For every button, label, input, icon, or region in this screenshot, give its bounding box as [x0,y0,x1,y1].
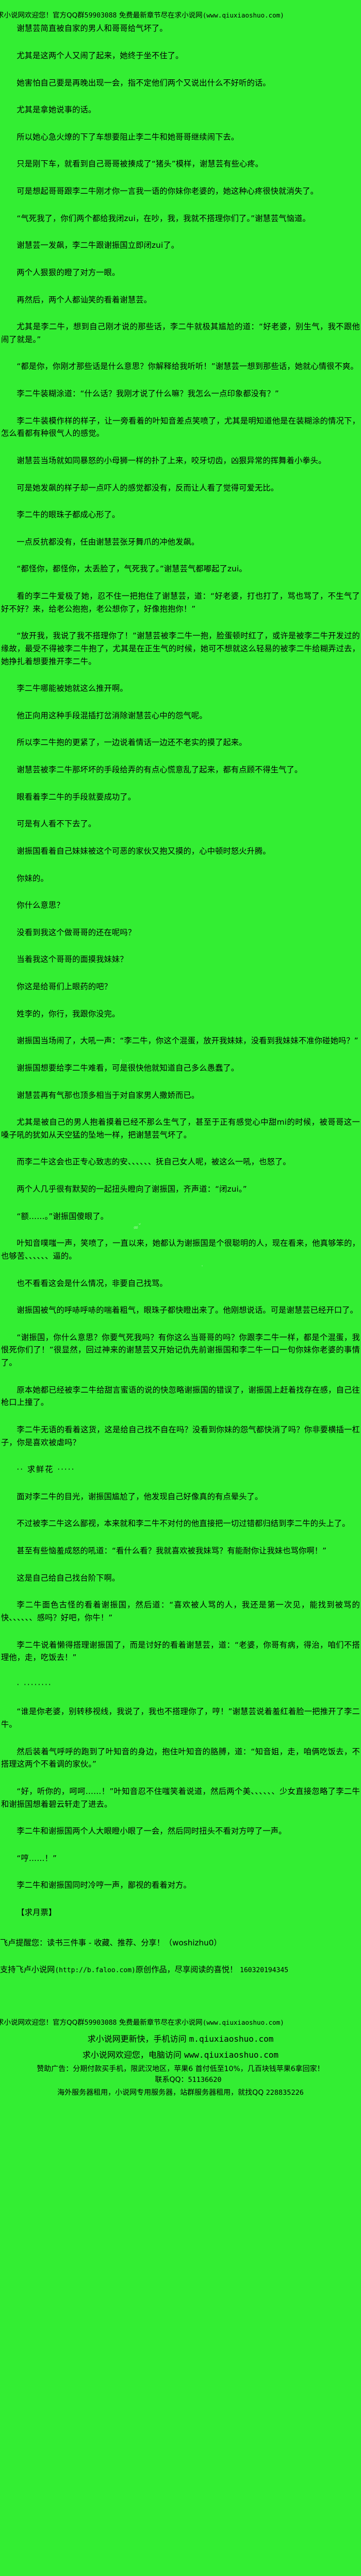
chapter-paragraph: 再然后，两个人都讪笑的看着谢慧芸。 [17,295,152,304]
chapter-paragraph: “放开我，我说了我不搭理你了！”谢慧芸被李二牛一抱，脸蛋顿时红了，或许是被李二牛… [1,631,360,666]
chapter-paragraph: 可是有人看不下去了。 [17,819,96,829]
faloo-support-prefix: 支持飞卢小说网 [0,1965,55,1975]
chapter-paragraph: 一点反抗都没有，任由谢慧芸张牙舞爪的冲他发飙。 [17,537,200,547]
sponsor-contact-qq: 51136620 [188,2076,222,2084]
chapter-paragraph: “哼……！” [17,1853,57,1863]
chapter-paragraph-monthly-ticket-request: 【求月票】 [17,1908,57,1917]
chapter-paragraph: “都怪你，都怪你，太丢脸了，气死我了。”谢慧芸气都嘟起了zui。 [17,564,247,574]
bottom-banner-welcome: 求小说网欢迎您！ [0,2018,53,2027]
chapter-paragraph: 谢慧芸被李二牛那坏坏的手段给弄的有点心慌意乱了起来，都有点顾不得生气了。 [17,765,303,774]
chapter-paragraph: 你这是给哥们上眼药的吧？ [17,982,112,991]
chapter-paragraph: 谢慧芸当场就如同暴怒的小母狮一样的扑了上来，咬牙切齿，凶狠异常的挥舞着小拳头。 [17,455,326,465]
chapter-paragraph: 李二牛和谢振国同时冷哼一声，鄙视的看着对方。 [17,1880,191,1890]
server-ad-line[interactable]: 海外服务器租用，小说网专用服务器，站群服务器租用，就找QQ 228835226 [0,2086,361,2098]
novel-chapter-page: 求小说网欢迎您！官方QQ群59903088 免费最新章节尽在求小说网(www.q… [0,0,361,2098]
chapter-paragraph: 甚至有些恼羞成怒的吼道：“看什么看？我就喜欢被我妹骂？有能耐你让我妹也骂你啊！” [17,1546,327,1555]
chapter-paragraph: 尤其是被自己的男人抱着摸着已经不那么生气了，甚至于正有感觉心中甜mi的时候，被哥… [1,1117,360,1140]
faloo-support-line: 支持飞卢小说网(http://b.faloo.com)原创作品，尽享阅读的喜悦！… [0,1963,361,1976]
chapter-paragraph: 尤其是李二牛，想到自己刚才说的那些话，李二牛就极其尴尬的道：“好老婆，别生气，我… [1,322,360,344]
top-banner-qq-number: 59903088 [84,12,117,20]
chapter-paragraph: 两个人几乎很有默契的一起扭头瞪向了谢振国，齐声道：“闭zui。” [17,1184,247,1194]
bottom-site-banner: 求小说网欢迎您！官方QQ群59903088 免费最新章节尽在求小说网(www.q… [0,2019,361,2030]
faloo-support-url[interactable]: (http://b.faloo.com) [55,1967,136,1975]
chapter-paragraph: 你妹的。 [17,873,48,883]
chapter-paragraph: 你什么意思？ [17,901,64,910]
chapter-paragraph: 李二牛无语的看着这货，这是给自己找不自在吗？没看到你妹的怨气都快消了吗？你非要横… [1,1425,360,1447]
chapter-text-container: 谢慧芸简直被自家的男人和哥哥给气坏了。 尤其是这两个人又闹了起来，她终于坐不住了… [0,22,361,1919]
footer-notes: 飞卢提醒您：读书三件事 - 收藏、推荐、分享！（woshizhu0） 支持飞卢小… [0,1934,361,1976]
chapter-paragraph: “好，听你的，呵呵……！”叶知音忍不住嗤笑着说道，然后两个美、、、、、、少女直接… [1,1786,360,1809]
chapter-paragraph: “都是你，你刚才那些话是什么意思？你解释给我听听！”谢慧芸一想到那些话，她就心情… [17,362,358,371]
server-ad-qq: 228835226 [266,2089,304,2097]
chapter-paragraph: 李二牛的眼珠子都成心形了。 [17,510,120,520]
footer-spacer [0,1991,361,2019]
chapter-paragraph: 然后装着气呼呼的跑到了叶知音的身边，抱住叶知音的胳膊，道：“知音姐，走，咱俩吃饭… [1,1747,360,1769]
faloo-support-suffix: 原创作品，尽享阅读的喜悦！ [135,1965,238,1975]
chapter-paragraph-dots: · ········ [17,1680,52,1689]
bottom-banner-promo: 免费最新章节尽在求小说网 [119,2018,203,2027]
bottom-banner-qq-label: 官方QQ群 [53,2018,85,2027]
chapter-paragraph: 谢振国想要给李二牛难看，可是很快他就知道自己多么愚蠢了。 [17,1063,239,1073]
chapter-paragraph-flower-request: ·· 求鲜花 ····· [17,1465,75,1475]
sponsor-contact-label: 联系QQ： [155,2076,188,2084]
chapter-paragraph: 谢振国当场闹了，大吼一声：“李二牛，你这个混蛋，放开我妹妹，没看到我妹妹不准你碰… [17,1036,358,1046]
chapter-paragraph: “气死我了，你们两个都给我闭zui，在吵，我，我就不搭理你们了。”谢慧芸气恼道。 [17,213,310,223]
chapter-paragraph: 而李二牛这会也正专心致志的安、、、、、、抚自己女人呢，被这么一吼，也怒了。 [17,1157,291,1167]
chapter-paragraph: 李二牛哪能被她就这么推开啊。 [17,684,128,693]
top-banner-promo: 免费最新章节尽在求小说网 [119,11,203,20]
chapter-paragraph: 眼看着李二牛的手段就要成功了。 [17,792,136,802]
chapter-paragraph: 两个人狠狠的瞪了对方一眼。 [17,267,120,277]
chapter-paragraph: 姓李的，你行，我跟你没完。 [17,1009,120,1019]
top-banner-qq-label: 官方QQ群 [53,11,85,20]
top-banner-url[interactable]: (www.qiuxiaoshuo.com) [202,11,284,19]
mobile-access-line: 求小说网更新快，手机访问 m.qiuxiaoshuo.com [0,2030,361,2046]
chapter-paragraph: 没看到我这个做哥哥的还在呢吗？ [17,927,136,937]
chapter-paragraph: “谢振国，你什么意思？你要气死我吗？有你这么当哥哥的吗？你跟李二牛一样，都是个混… [1,1332,360,1367]
bottom-banner-url[interactable]: (www.qiuxiaoshuo.com) [202,2018,284,2026]
chapter-paragraph: “谁是你老婆，别转移视线，我说了，我也不搭理你了，哼！”谢慧芸说着羞红着脸一把推… [1,1707,360,1729]
top-site-banner: 求小说网欢迎您！官方QQ群59903088 免费最新章节尽在求小说网(www.q… [0,0,361,22]
chapter-paragraph: 原本她都已经被李二牛给甜言蜜语的说的快忽略谢振国的错误了，谢振国上赶着找存在感，… [1,1385,360,1408]
chapter-paragraph: 这是自己给自己找台阶下啊。 [17,1573,120,1583]
chapter-paragraph: 谢慧芸再有气那也顶多相当于对自家男人撒娇而已。 [17,1090,200,1100]
chapter-paragraph: 当着我这个哥哥的面摸我妹妹？ [17,955,128,964]
chapter-paragraph: 李二牛说着懒得搭理谢振国了，而是讨好的看着谢慧芸，道：“老婆，你哥有病，得治，咱… [1,1640,360,1663]
server-ad-text: 海外服务器租用，小说网专用服务器，站群服务器租用，就找QQ [57,2089,264,2097]
chapter-paragraph: 李二牛装模作样的样子，让一旁看着的叶知音差点笑喷了，尤其是明知道他是在装糊涂的情… [1,416,360,438]
bottom-banner-qq-number: 59903088 [84,2019,117,2027]
chapter-paragraph: 可是她发飙的样子却一点吓人的感觉都没有，反而让人看了觉得可爱无比。 [17,483,279,493]
chapter-paragraph: 所以她心急火燎的下了车想要阻止李二牛和她哥哥继续闹下去。 [17,132,239,142]
chapter-paragraph: 尤其是这两个人又闹了起来，她终于坐不住了。 [17,50,184,60]
mobile-access-url[interactable]: m.qiuxiaoshuo.com [189,2033,274,2044]
desktop-access-line: 求小说网欢迎您，电脑访问 www.qiuxiaoshuo.com [0,2046,361,2062]
desktop-access-url[interactable]: www.qiuxiaoshuo.com [184,2049,279,2060]
chapter-paragraph: 谢振国看着自己妹妹被这个可恶的家伙又抱又摸的，心中顿时怒火升腾。 [17,846,271,856]
chapter-paragraph: 所以李二牛抱的更紧了，一边说着情话一边还不老实的摸了起来。 [17,738,247,748]
chapter-paragraph: 面对李二牛的目光，谢振国尴尬了，他发现自己好像真的有点晕头了。 [17,1492,263,1501]
chapter-paragraph: 李二牛和谢振国两个人大眼瞪小眼了一会，然后同时扭头不看对方哼了一声。 [17,1826,287,1836]
chapter-paragraph: 她害怕自己要是再晚出现一会，指不定他们两个又说出什么不好听的话。 [17,78,271,88]
desktop-access-label: 求小说网欢迎您，电脑访问 [82,2049,182,2060]
chapter-paragraph: 只是刚下车，就看到自己哥哥被揍成了“猪头”模样，谢慧芸有些心疼。 [17,159,264,169]
chapter-paragraph: 看的李二牛爱极了她，忍不住一把抱住了谢慧芸，道：“好老婆，打也打了，骂也骂了，不… [1,591,360,614]
sponsor-ad-line[interactable]: 赞助广告：分期付款买手机，限武汉地区，苹果6 首付低至10%，几百块钱苹果6拿回… [37,2065,324,2074]
chapter-paragraph: 李二牛面色古怪的看着谢振国，然后道：“喜欢被人骂的人，我还是第一次见，能找到被骂… [1,1600,360,1622]
faloo-reminder-line: 飞卢提醒您：读书三件事 - 收藏、推荐、分享！（woshizhu0） [0,1938,222,1947]
mobile-access-label: 求小说网更新快，手机访问 [87,2033,187,2044]
chapter-paragraph: 叶知音噗嗤一声，笑喷了，一直以来，她都认为谢振国是个很聪明的人，现在看来，他真够… [1,1239,360,1261]
chapter-paragraph: “额……。”谢振国傻眼了。 [17,1211,109,1221]
sponsor-ad-contact-line: 联系QQ：51136620 [0,2075,361,2086]
chapter-paragraph: 李二牛装糊涂道：“什么话？我刚才说了什么嘛？我怎么一点印象都没有？” [17,389,279,398]
chapter-paragraph: 也不看看这会是什么情况，非要自己找骂。 [17,1278,168,1288]
chapter-paragraph: 谢慧芸简直被自家的男人和哥哥给气坏了。 [17,24,168,33]
chapter-paragraph: 谢慧芸一发飙，李二牛跟谢振国立即闭zui了。 [17,241,179,250]
faloo-record-id: 160320194345 [240,1967,289,1975]
top-banner-welcome: 求小说网欢迎您！ [0,11,53,20]
chapter-paragraph: 不过被李二牛这么鄙视，本来就和李二牛不对付的他直接把一切过错都归结到李二牛的头上… [17,1519,350,1529]
chapter-paragraph: 谢振国被气的呼哧呼哧的喘着粗气，眼珠子都快瞪出来了。他刚想说话。可是谢慧芸已经开… [17,1306,358,1315]
chapter-paragraph: 他正向用这种手段混插打岔消除谢慧芸心中的怨气呢。 [17,710,207,720]
chapter-paragraph: 可是想起哥哥跟李二牛刚才你一言我一语的你妹你老婆的，她这种心疼很快就消失了。 [17,187,319,196]
chapter-paragraph: 尤其是拿她说事的话。 [17,105,96,115]
